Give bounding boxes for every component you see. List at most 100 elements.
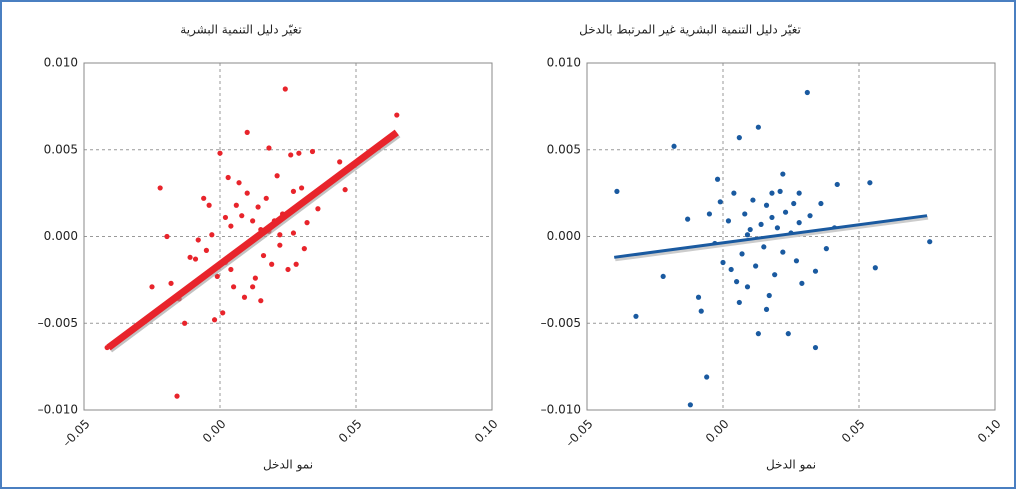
scatter-point [769,190,775,196]
scatter-point [296,150,302,156]
scatter-point [744,232,751,238]
scatter-point [164,233,170,240]
scatter-point [214,273,220,280]
scatter-point [695,294,702,300]
scatter-point [736,135,742,141]
scatter-point [241,294,248,300]
scatter-point [714,176,721,182]
scatter-point [731,190,737,196]
chart-title: تغيّر دليل التنمية البشرية [180,23,301,38]
scatter-point [206,202,212,208]
chart-title: تغيّر دليل التنمية البشرية غير المرتبط ب… [579,23,801,38]
plot-frame [83,62,493,411]
plot-frame [586,62,996,411]
scatter-point [304,220,310,226]
x-axis-label: نمو الدخل [263,458,313,473]
scatter-point [182,320,188,326]
scatter-point [309,148,316,155]
scatter-point [717,199,723,205]
scatter-point [685,216,691,222]
scatter-point [799,280,805,286]
scatter-point [823,246,829,252]
scatter-point [660,273,666,280]
y-tick-label: 0.010 [44,56,78,70]
trend-line [106,129,399,351]
scatter-point [394,112,400,118]
scatter-point [761,244,767,250]
scatter-point [766,292,772,299]
scatter-point [342,187,348,193]
scatter-point [149,284,155,290]
scatter-point [236,180,242,186]
scatter-point [255,204,261,210]
scatter-point [250,218,256,224]
scatter-point [671,143,677,149]
scatter-point [804,89,810,96]
scatter-point [299,185,305,191]
scatter-point [780,249,786,255]
scatter-point [755,331,761,337]
scatter-point [239,213,245,219]
scatter-point [225,174,231,181]
scatter-point [744,284,751,290]
scatter-point [233,202,239,208]
scatter-point [290,188,297,194]
scatter-point [222,214,229,221]
scatter-point [228,266,234,273]
scatter-point [337,159,343,165]
scatter-point [763,306,770,312]
scatter-point [796,190,802,196]
y-tick-label: –0.005 [541,316,581,330]
scatter-point [187,254,193,260]
scatter-point [277,242,283,248]
scatter-point [777,188,783,194]
scatter-point [785,331,791,337]
scatter-point [231,284,237,290]
scatter-point [614,188,620,194]
scatter-point [192,256,199,262]
trend-line [614,214,928,259]
scatter-point [252,275,258,281]
scatter-point [706,211,713,217]
scatter-point [753,263,759,269]
y-tick-label: –0.010 [38,403,78,417]
scatter-point [834,181,840,188]
scatter-point [209,232,215,238]
y-tick-label: 0.000 [44,229,78,243]
scatter-point [769,214,775,221]
scatter-point [793,258,800,264]
scatter-point [168,280,174,286]
y-tick-label: 0.010 [547,56,581,70]
scatter-point [174,393,180,399]
scatter-point [807,213,813,219]
x-axis-label: نمو الدخل [766,458,816,473]
y-tick-label: –0.010 [541,403,581,417]
scatter-point [728,266,734,273]
scatter-point [763,202,770,208]
scatter-point [274,173,280,179]
scatter-point [633,313,639,319]
scatter-point [758,221,764,227]
scatter-point [704,374,710,380]
scatter-point [927,239,933,245]
scatter-point [288,152,294,158]
scatter-point [755,124,761,130]
scatter-point [244,190,250,196]
y-tick-label: 0.000 [547,229,581,243]
scatter-point [736,299,742,306]
scatter-point [220,310,226,316]
scatter-point [687,402,693,408]
scatter-point [301,246,307,252]
scatter-point [734,279,740,285]
scatter-point [203,247,209,253]
scatter-point [266,145,272,151]
scatter-point [269,261,275,267]
scatter-point [720,259,726,266]
trend-shadow [614,215,929,262]
scatter-point [725,218,732,224]
scatter-point [772,272,778,278]
scatter-point [201,195,207,201]
scatter-point [211,317,218,323]
